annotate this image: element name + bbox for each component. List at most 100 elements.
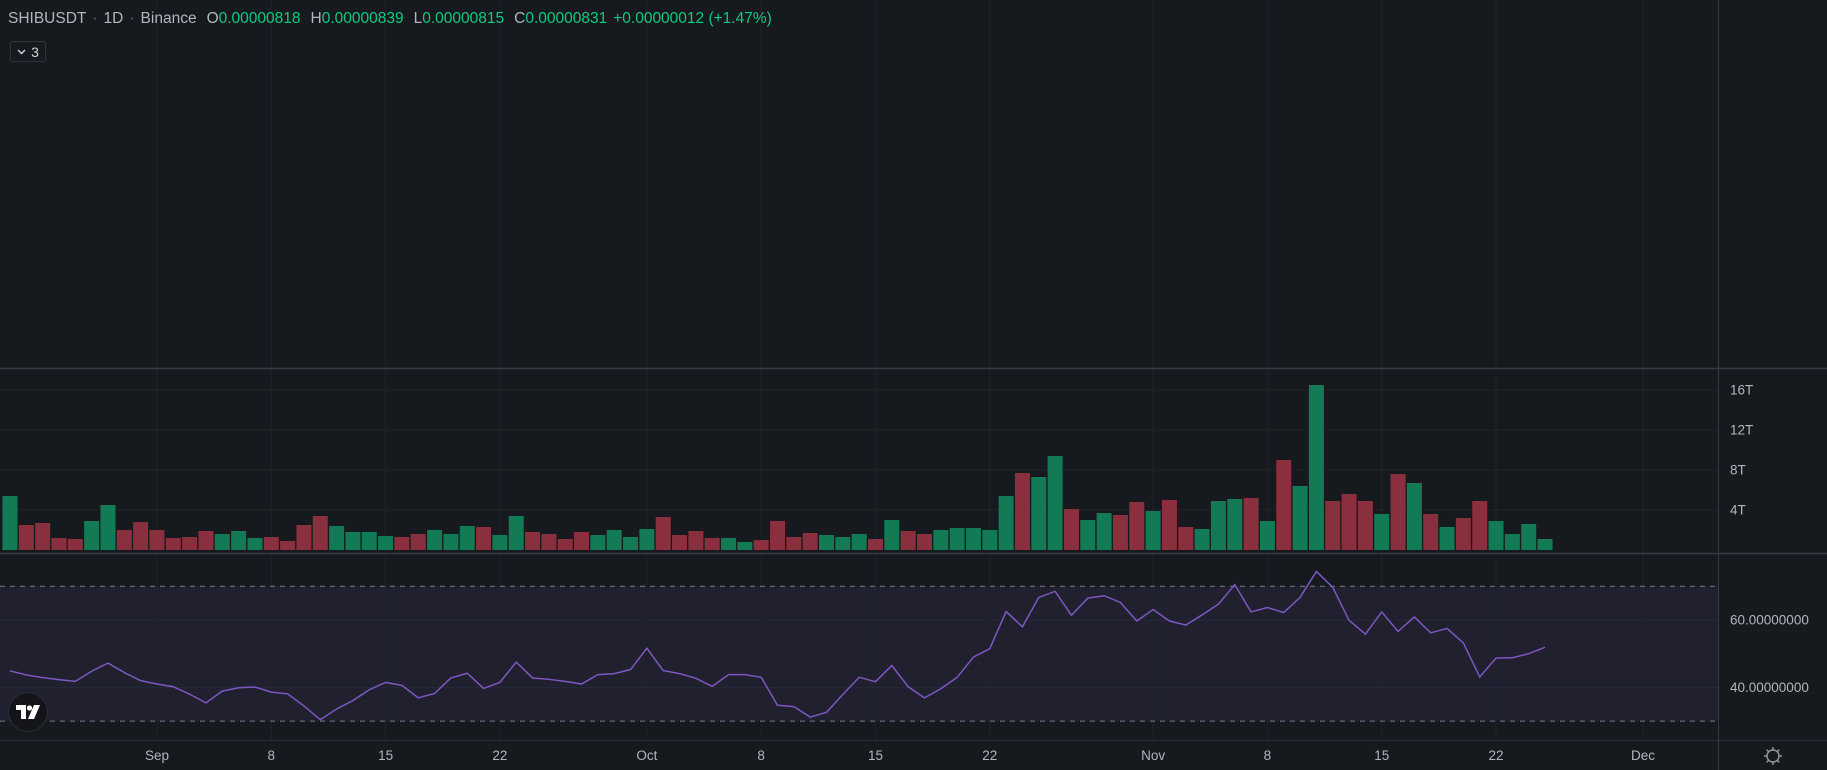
volume-bar [949,528,965,550]
time-axis-label: Sep [145,748,169,763]
volume-bar [525,532,541,550]
volume-bar [476,527,492,550]
volume-bar [492,535,508,550]
volume-bar [557,539,573,550]
volume-bar [1112,515,1128,550]
volume-bar [786,537,802,550]
rsi-band-fill [0,586,1718,722]
volume-bar [84,521,100,550]
volume-bar [361,532,377,550]
time-axis-label: 22 [1489,748,1504,763]
volume-bar [51,538,67,550]
volume-bar [1292,486,1308,550]
volume-bar [443,534,459,550]
volume-bar [916,534,932,550]
high-value: 0.00000839 [321,10,404,27]
volume-bar [1390,474,1406,550]
volume-bar [296,525,312,550]
volume-bar [1047,456,1063,550]
exchange: Binance [140,10,197,27]
volume-bar [133,522,149,550]
volume-bar [1537,539,1553,550]
chevron-down-icon [17,49,26,54]
volume-bar [1178,527,1194,550]
volume-bar [998,496,1014,550]
indicators-toggle-button[interactable]: 3 [10,41,46,62]
rsi-line [9,570,1546,721]
volume-bar [639,529,655,550]
volume-bar [1063,509,1079,550]
volume-bar [1243,498,1259,550]
volume-bar [753,540,769,550]
change-value: +0.00000012 (+1.47%) [613,10,772,27]
settings-gear-icon[interactable] [1762,745,1784,767]
volume-bar [1031,477,1047,550]
volume-bar [802,533,818,550]
volume-bar [1504,534,1520,550]
volume-bar [1080,520,1096,550]
time-axis-label: 15 [378,748,393,763]
time-axis-label: 15 [868,748,883,763]
volume-bar [688,531,704,550]
volume-axis-label: 8T [1730,463,1746,478]
time-axis-label: 8 [1264,748,1272,763]
rsi-axis-label: 40.00000000 [1730,680,1809,695]
volume-bar [247,538,263,550]
volume-bar [1423,514,1439,550]
indicator-count: 3 [31,43,39,60]
time-axis-label: Nov [1141,748,1165,763]
volume-bar [1161,500,1177,550]
volume-bar [884,520,900,550]
volume-bar [933,530,949,550]
time-axis-label: Oct [636,748,657,763]
volume-axis-label: 16T [1730,383,1753,398]
volume-bar [182,537,198,550]
volume-bar [655,517,671,550]
open-value: 0.00000818 [218,10,301,27]
volume-bar [198,531,214,550]
volume-bar [819,535,834,550]
volume-bar [672,535,688,550]
volume-bar [1210,501,1226,550]
separator: · [129,10,135,27]
tradingview-logo[interactable] [8,692,48,732]
volume-bar [1455,518,1471,550]
volume-bar [100,505,116,550]
close-label: C [514,10,526,27]
volume-bar [280,541,296,550]
volume-bar [1325,501,1341,550]
volume-bar [329,526,345,550]
volume-bar [900,531,916,550]
time-axis-label: 8 [268,748,276,763]
volume-axis-label: 12T [1730,423,1753,438]
volume-bar [165,538,181,550]
volume-bar [378,536,394,550]
volume-bar [1374,514,1390,550]
volume-bar [1014,473,1030,550]
volume-bar [1341,494,1357,550]
low-value: 0.00000815 [422,10,505,27]
separator: · [92,10,98,27]
volume-bar [214,534,230,550]
volume-bar [590,535,606,550]
volume-bar [312,516,328,550]
volume-bar [345,532,361,550]
time-axis-label: 22 [492,748,507,763]
volume-bar [394,537,410,550]
time-axis-label: Dec [1631,748,1655,763]
symbol-name[interactable]: SHIBUSDT [8,10,87,27]
volume-bar [606,530,622,550]
high-label: H [310,10,322,27]
volume-bar [1439,527,1455,550]
volume-bar [263,537,279,550]
volume-bar [1308,385,1324,550]
volume-bar [410,534,426,550]
volume-bar [508,516,524,550]
interval[interactable]: 1D [103,10,124,27]
time-axis-label: 22 [982,748,997,763]
rsi-axis-label: 60.00000000 [1730,613,1809,628]
volume-bar [721,538,737,550]
volume-bar [1227,499,1243,550]
